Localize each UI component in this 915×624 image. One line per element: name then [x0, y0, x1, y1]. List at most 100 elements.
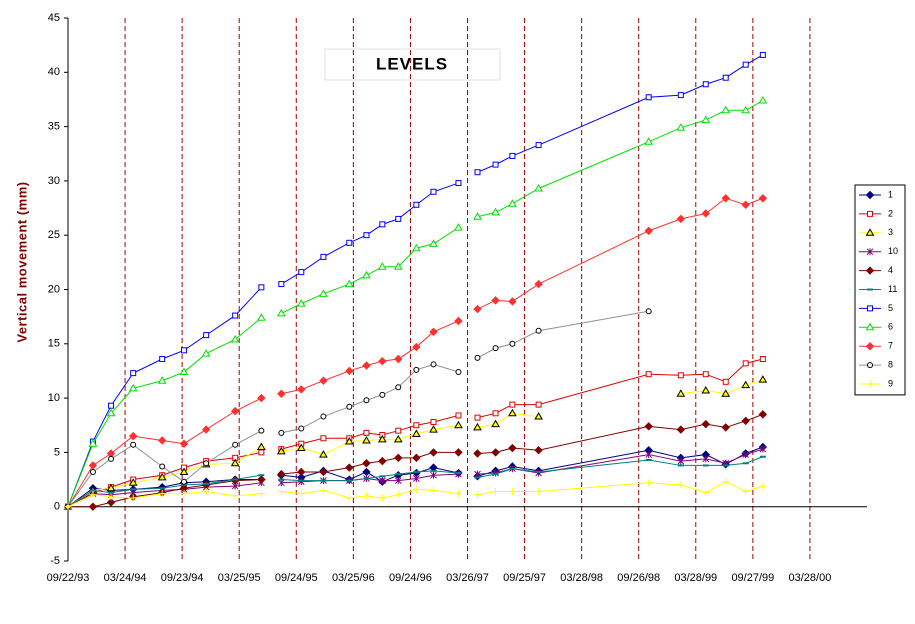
marker: [491, 448, 500, 457]
marker: [509, 340, 516, 347]
marker: [345, 494, 353, 502]
marker: [393, 262, 403, 270]
marker: [88, 461, 98, 470]
marker: [106, 408, 116, 417]
marker: [701, 115, 711, 124]
marker: [473, 422, 482, 431]
chart-title: LEVELS: [376, 54, 448, 73]
marker: [106, 498, 116, 507]
marker: [676, 425, 686, 434]
marker: [676, 123, 686, 131]
marker: [296, 443, 306, 452]
marker: [508, 443, 517, 453]
marker: [345, 366, 354, 376]
marker: [159, 356, 166, 363]
marker: [256, 442, 266, 450]
marker: [277, 389, 286, 398]
marker: [89, 468, 96, 475]
marker: [230, 334, 240, 343]
y-tick-label: 35: [48, 121, 60, 133]
marker: [741, 105, 751, 114]
marker: [298, 269, 305, 276]
marker: [278, 429, 285, 436]
marker: [377, 434, 387, 443]
marker: [721, 423, 730, 432]
marker: [258, 284, 265, 291]
marker: [454, 316, 463, 326]
marker: [395, 215, 402, 222]
x-tick-label: 03/28/99: [674, 572, 717, 584]
marker: [377, 262, 387, 270]
marker: [865, 341, 875, 351]
legend-label: 2: [888, 208, 893, 218]
marker: [677, 457, 685, 465]
marker: [508, 408, 517, 417]
marker: [454, 420, 463, 429]
marker: [721, 194, 730, 203]
marker: [645, 371, 652, 378]
marker: [721, 389, 731, 397]
marker: [866, 380, 874, 388]
marker: [89, 491, 97, 499]
marker: [474, 354, 481, 361]
marker: [676, 214, 686, 224]
marker: [320, 435, 327, 442]
marker: [296, 299, 306, 307]
marker: [157, 472, 167, 481]
title-box: [324, 48, 501, 81]
x-tick-label: 09/22/93: [47, 572, 90, 584]
y-tick-label: 15: [48, 338, 60, 350]
marker: [230, 406, 240, 416]
marker: [362, 270, 371, 279]
marker: [430, 486, 438, 494]
marker: [455, 412, 462, 419]
x-tick-label: 09/23/94: [161, 572, 204, 584]
marker: [742, 360, 749, 367]
marker: [645, 451, 653, 459]
marker: [758, 194, 768, 203]
marker: [474, 169, 481, 176]
marker: [203, 460, 210, 467]
marker: [454, 490, 462, 498]
marker: [393, 434, 403, 443]
x-tick-label: 03/26/97: [446, 572, 489, 584]
marker: [866, 248, 874, 256]
marker: [644, 137, 654, 145]
marker: [413, 201, 420, 208]
y-tick-label: 5: [54, 446, 60, 458]
marker: [344, 437, 354, 445]
marker: [741, 380, 751, 389]
marker: [128, 383, 138, 392]
y-tick-label: 0: [54, 501, 60, 513]
legend-label: 7: [888, 341, 893, 351]
marker: [509, 152, 516, 159]
marker: [508, 487, 516, 495]
marker: [722, 478, 730, 486]
marker: [277, 469, 286, 479]
legend-label: 11: [888, 284, 897, 294]
marker: [645, 308, 652, 315]
marker: [865, 190, 875, 200]
marker: [106, 483, 116, 492]
legend-label: 8: [888, 359, 893, 369]
marker: [203, 332, 210, 339]
marker: [473, 304, 482, 314]
marker: [741, 200, 750, 209]
marker: [677, 372, 684, 379]
marker: [201, 425, 211, 434]
marker: [429, 239, 438, 247]
marker: [865, 322, 875, 331]
marker: [535, 487, 543, 495]
marker: [701, 209, 710, 218]
legend-label: 9: [888, 378, 893, 388]
marker: [378, 456, 387, 466]
y-tick-label: 30: [48, 175, 60, 187]
marker: [231, 492, 239, 500]
marker: [346, 239, 353, 246]
x-tick-label: 09/27/99: [731, 572, 774, 584]
x-tick-label: 03/28/98: [560, 572, 603, 584]
marker: [491, 207, 500, 216]
marker: [509, 401, 516, 408]
y-tick-label: 45: [48, 12, 60, 24]
marker: [277, 487, 285, 495]
